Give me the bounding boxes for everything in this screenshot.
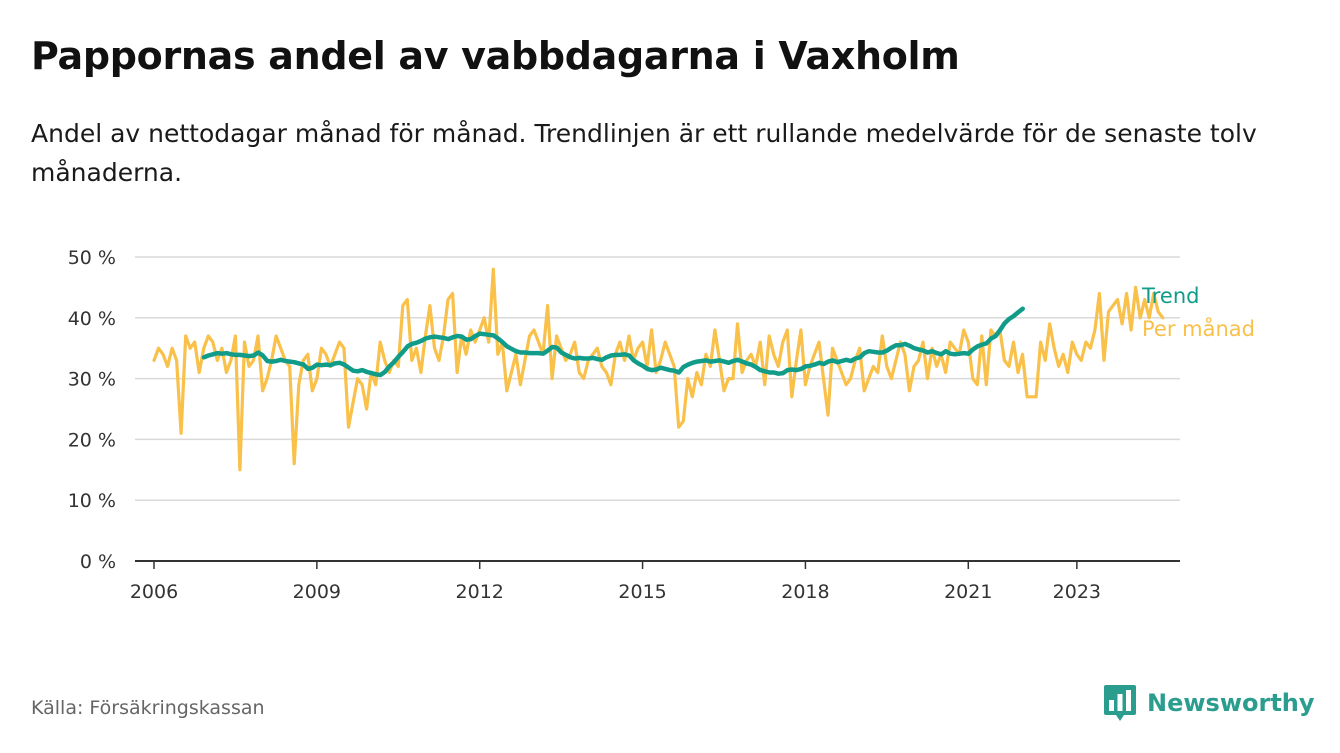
x-tick-label: 2012: [456, 581, 504, 603]
x-tick-label: 2006: [130, 581, 178, 603]
chart-title: Pappornas andel av vabbdagarna i Vaxholm: [31, 34, 960, 78]
x-tick-label: 2018: [781, 581, 829, 603]
source-note: Källa: Försäkringskassan: [31, 697, 265, 719]
brand-name: Newsworthy: [1147, 689, 1315, 717]
series-lines: [152, 267, 1165, 472]
y-tick-label: 40 %: [68, 308, 116, 330]
x-tick-label: 2015: [618, 581, 666, 603]
chart-subtitle: Andel av nettodagar månad för månad. Tre…: [31, 119, 1257, 187]
series-labels: Per månad Trend: [1141, 284, 1255, 341]
y-tick-label: 30 %: [68, 369, 116, 391]
y-tick-label: 10 %: [68, 490, 116, 512]
x-axis: 2006 2009 2012 2015 2018 2021 2023: [130, 560, 1180, 603]
y-tick-label: 20 %: [68, 429, 116, 451]
y-axis-tick-labels: 0 % 10 % 20 % 30 % 40 % 50 %: [68, 247, 116, 573]
series-label-trend: Trend: [1141, 284, 1199, 308]
y-tick-label: 0 %: [80, 551, 116, 573]
brand-logo: Newsworthy: [1103, 683, 1315, 723]
series-line-trend: [201, 306, 1025, 378]
x-tick-label: 2021: [944, 581, 992, 603]
y-gridlines: [135, 256, 1180, 501]
y-tick-label: 50 %: [68, 247, 116, 269]
x-tick-label: 2023: [1053, 581, 1101, 603]
series-label-monthly: Per månad: [1142, 316, 1255, 341]
x-tick-label: 2009: [293, 581, 341, 603]
bar-chart-speech-bubble-icon: [1104, 685, 1136, 721]
